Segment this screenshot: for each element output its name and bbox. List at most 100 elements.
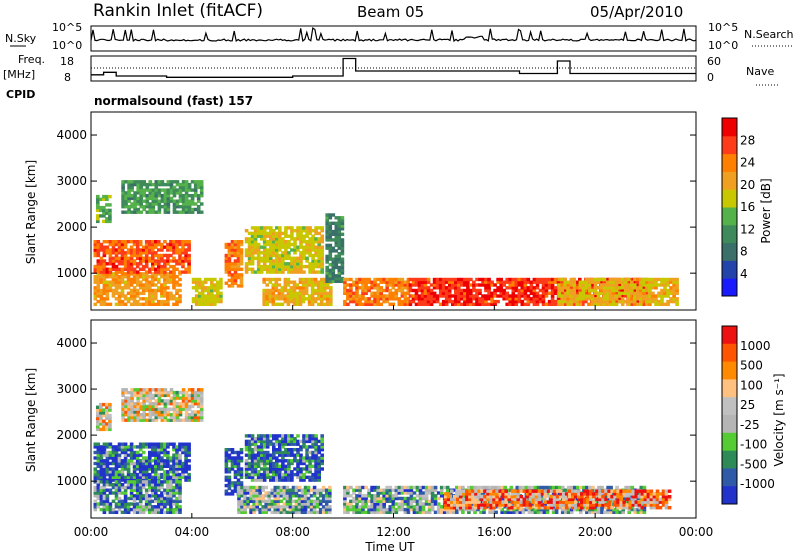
heatmap-cell [133, 462, 137, 465]
heatmap-cell [169, 476, 173, 479]
heatmap-cell [200, 180, 204, 183]
heatmap-cell [167, 399, 171, 402]
heatmap-cell [145, 480, 149, 483]
nsearch-tick-high: 10^5 [708, 21, 738, 34]
heatmap-cell [108, 414, 112, 417]
heatmap-cell [133, 494, 137, 497]
heatmap-cell [484, 294, 488, 297]
heatmap-cell [252, 486, 256, 489]
heatmap-cell [108, 203, 112, 206]
heatmap-cell [566, 281, 570, 284]
nsky-label: N.Sky [5, 32, 37, 45]
heatmap-cell [460, 289, 464, 292]
heatmap-cell [157, 443, 161, 446]
heatmap-cell [108, 195, 112, 198]
heatmap-cell [142, 451, 146, 454]
heatmap-cell [302, 226, 306, 229]
heatmap-cell [240, 486, 244, 489]
heatmap-cell [240, 240, 244, 243]
heatmap-cell [166, 451, 170, 454]
heatmap-cell [191, 194, 195, 197]
heatmap-cell [278, 283, 282, 286]
heatmap-cell [191, 188, 195, 191]
heatmap-cell [121, 286, 125, 289]
heatmap-cell [157, 286, 161, 289]
heatmap-cell [266, 467, 270, 470]
heatmap-cell [145, 489, 149, 492]
heatmap-cell [200, 202, 204, 205]
heatmap-cell [314, 289, 318, 292]
heatmap-cell [157, 473, 161, 476]
heatmap-cell [155, 388, 159, 391]
heatmap-cell [169, 456, 173, 459]
heatmap-cell [228, 243, 232, 246]
heatmap-cell [301, 489, 305, 492]
heatmap-cell [265, 278, 269, 281]
colorbar-tick-label: 8 [740, 245, 748, 259]
heatmap-cell [121, 491, 125, 494]
colorbar-tick-label: 20 [740, 178, 755, 192]
heatmap-cell [139, 240, 143, 243]
heatmap-cell [325, 266, 329, 269]
heatmap-cell [254, 437, 258, 440]
heatmap-cell [204, 278, 208, 281]
heatmap-cell [320, 434, 324, 437]
heatmap-cell [266, 265, 270, 268]
heatmap-cell [240, 448, 244, 451]
heatmap-cell [121, 240, 125, 243]
heatmap-cell [579, 281, 583, 284]
heatmap-cell [169, 265, 173, 268]
heatmap-cell [314, 434, 318, 437]
heatmap-cell [325, 255, 329, 258]
nsearch-tick-low: 10^0 [708, 39, 738, 52]
heatmap-cell [338, 252, 342, 255]
heatmap-cell [109, 303, 113, 306]
heatmap-cell [349, 486, 353, 489]
nave-tick-high: 60 [707, 55, 721, 68]
colorbar-tick-label: 12 [740, 222, 755, 236]
heatmap-cell [508, 278, 512, 281]
heatmap-cell [533, 278, 537, 281]
heatmap-cell [349, 283, 353, 286]
heatmap-cell [434, 486, 438, 489]
y-tick-label: 3000 [56, 174, 87, 188]
heatmap-cell [192, 286, 196, 289]
heatmap-cell [460, 278, 464, 281]
heatmap-cell [494, 486, 498, 489]
heatmap-cell [191, 410, 195, 413]
heatmap-cell [278, 254, 282, 257]
heatmap-cell [373, 494, 377, 497]
heatmap-cell [142, 200, 146, 203]
heatmap-cell [265, 289, 269, 292]
heatmap-cell [290, 248, 294, 251]
heatmap-cell [472, 303, 476, 306]
heatmap-cell [361, 486, 365, 489]
heatmap-cell [169, 259, 173, 262]
heatmap-cell [341, 216, 345, 219]
heatmap-cell [266, 434, 270, 437]
heatmap-cell [458, 486, 462, 489]
heatmap-cell [496, 300, 500, 303]
heatmap-cell [254, 226, 258, 229]
heatmap-cell [412, 278, 416, 281]
heatmap-cell [228, 448, 232, 451]
heatmap-cell [145, 297, 149, 300]
heatmap-cell [385, 508, 389, 511]
heatmap-cell [145, 456, 149, 459]
freq-label: Freq. [18, 53, 45, 66]
heatmap-cell [266, 232, 270, 235]
heatmap-cell [200, 388, 204, 391]
heatmap-cell [591, 294, 595, 297]
heatmap-cell [204, 286, 208, 289]
heatmap-cell [97, 502, 101, 505]
colorbar-swatch [722, 207, 737, 225]
station-title: Rankin Inlet (fitACF) [93, 1, 263, 21]
heatmap-cell [155, 180, 159, 183]
y-tick-label: 1000 [56, 266, 87, 280]
heatmap-cell [398, 497, 402, 500]
heatmap-cell [436, 294, 440, 297]
colorbar-swatch [722, 154, 737, 172]
heatmap-cell [264, 491, 268, 494]
heatmap-cell [109, 248, 113, 251]
heatmap-cell [302, 434, 306, 437]
